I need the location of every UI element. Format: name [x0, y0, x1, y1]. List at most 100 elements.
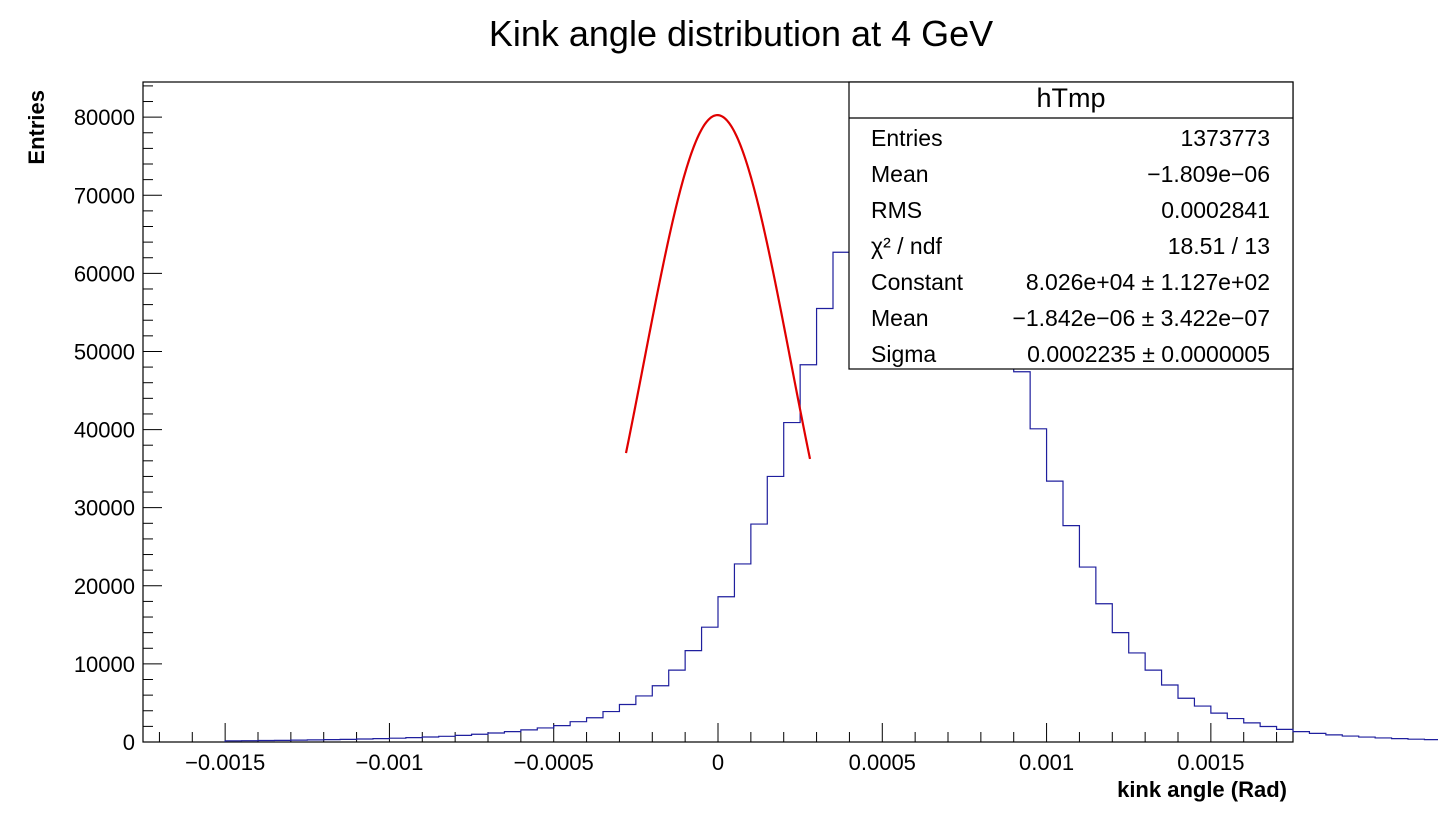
histogram-bin: [340, 739, 356, 742]
histogram-bin: [685, 651, 701, 742]
histogram-bin: [242, 741, 258, 742]
histogram-bin: [784, 423, 800, 742]
histogram-bin: [751, 524, 767, 742]
histogram-bin: [1162, 685, 1178, 742]
y-tick-label: 40000: [74, 418, 135, 443]
stats-row-value: 0.0002841: [1161, 197, 1270, 223]
stats-rows: Entries 1373773 Mean −1.809e−06 RMS 0.0002841…: [871, 125, 1270, 367]
histogram-bin: [1244, 723, 1260, 742]
x-tick-label: −0.001: [355, 750, 423, 775]
histogram-bin: [1359, 737, 1375, 742]
histogram-bin: [619, 705, 635, 742]
histogram-bin: [1129, 653, 1145, 742]
y-tick-label: 70000: [74, 183, 135, 208]
y-axis: 0 10000 20000 30000 40000 50000 60000 70000 8000…: [74, 85, 162, 755]
histogram-bin: [570, 722, 586, 742]
histogram-bin: [455, 735, 471, 742]
histogram-bin: [1424, 740, 1438, 742]
histogram-bin: [488, 733, 504, 742]
histogram-bin: [669, 670, 685, 742]
histogram-bin: [1112, 633, 1128, 742]
histogram-bin: [422, 737, 438, 742]
stats-row-label: Constant: [871, 269, 964, 295]
histogram-bin: [652, 686, 668, 742]
histogram-bin: [1408, 739, 1424, 742]
stats-row-label: RMS: [871, 197, 922, 223]
stats-row-label: Mean: [871, 161, 929, 187]
stats-row-value: 1373773: [1180, 125, 1270, 151]
y-tick-label: 0: [123, 730, 135, 755]
chart-title: Kink angle distribution at 4 GeV: [489, 13, 993, 54]
stats-row-value: −1.842e−06 ± 3.422e−07: [1012, 305, 1270, 331]
histogram-bin: [587, 718, 603, 742]
histogram-bin: [258, 741, 274, 742]
histogram-bin: [439, 736, 455, 742]
histogram-bin: [718, 597, 734, 742]
histogram-bin: [1375, 738, 1391, 742]
histogram-bin: [1309, 733, 1325, 742]
histogram-bin: [1014, 372, 1030, 742]
histogram-bin: [1063, 526, 1079, 742]
x-tick-label: 0.0005: [849, 750, 916, 775]
histogram-bin: [225, 741, 241, 742]
y-tick-label: 10000: [74, 652, 135, 677]
histogram-bin: [997, 317, 1013, 742]
x-tick-label: 0: [712, 750, 724, 775]
histogram-bin: [307, 740, 323, 742]
histogram-bin: [504, 732, 520, 742]
histogram-bin: [274, 740, 290, 742]
stats-box-title: hTmp: [1036, 83, 1105, 113]
histogram-bin: [636, 696, 652, 742]
histogram-bin: [1392, 739, 1408, 742]
histogram-bin: [1277, 729, 1293, 742]
stats-row-label: χ² / ndf: [871, 233, 942, 259]
histogram-bin: [389, 738, 405, 742]
histogram-bin: [1096, 604, 1112, 742]
histogram-bin: [554, 726, 570, 742]
histogram-bin: [1260, 727, 1276, 742]
histogram-bin: [1293, 732, 1309, 742]
histogram-bin: [1342, 736, 1358, 742]
histogram-bin: [1145, 670, 1161, 742]
histogram-bin: [734, 564, 750, 742]
y-tick-label: 50000: [74, 339, 135, 364]
histogram-bin: [521, 730, 537, 742]
histogram-bin: [357, 739, 373, 742]
stats-row-label: Entries: [871, 125, 943, 151]
histogram-bin: [1178, 698, 1194, 742]
stats-row-label: Mean: [871, 305, 929, 331]
y-tick-label: 30000: [74, 496, 135, 521]
histogram-bin: [1326, 735, 1342, 742]
y-tick-label: 80000: [74, 105, 135, 130]
x-tick-label: 0.001: [1019, 750, 1074, 775]
stats-row-value: 8.026e+04 ± 1.127e+02: [1026, 269, 1270, 295]
histogram-bin: [1211, 713, 1227, 742]
y-axis-title: Entries: [24, 90, 49, 165]
x-tick-label: −0.0015: [185, 750, 265, 775]
stats-box: hTmp Entries 1373773 Mean −1.809e−06 RMS 0.00…: [848, 81, 1294, 370]
x-axis: −0.0015 −0.001 −0.0005 0 0.0005 0.001 0.0015: [158, 723, 1278, 775]
stats-row-value: 18.51 / 13: [1168, 233, 1270, 259]
histogram-bin: [702, 627, 718, 742]
histogram-bin: [1047, 481, 1063, 742]
histogram-bin: [603, 712, 619, 742]
histogram-bin: [537, 728, 553, 742]
histogram-bin: [1194, 706, 1210, 742]
y-tick-label: 20000: [74, 574, 135, 599]
gaussian-fit-curve: [624, 114, 812, 460]
x-tick-label: −0.0005: [514, 750, 594, 775]
histogram-bin: [406, 738, 422, 742]
histogram-bin: [1227, 719, 1243, 742]
x-axis-title: kink angle (Rad): [1117, 777, 1287, 802]
histogram-bin: [291, 740, 307, 742]
stats-row-label: Sigma: [871, 341, 936, 367]
y-tick-label: 60000: [74, 261, 135, 286]
histogram-bin: [767, 476, 783, 742]
histogram-bin: [1030, 429, 1046, 742]
histogram-bin: [817, 309, 833, 742]
histogram-bin: [472, 734, 488, 742]
histogram-bin: [373, 739, 389, 742]
histogram-bin: [833, 252, 849, 742]
histogram-bin: [1079, 567, 1095, 742]
histogram-bin: [324, 740, 340, 742]
